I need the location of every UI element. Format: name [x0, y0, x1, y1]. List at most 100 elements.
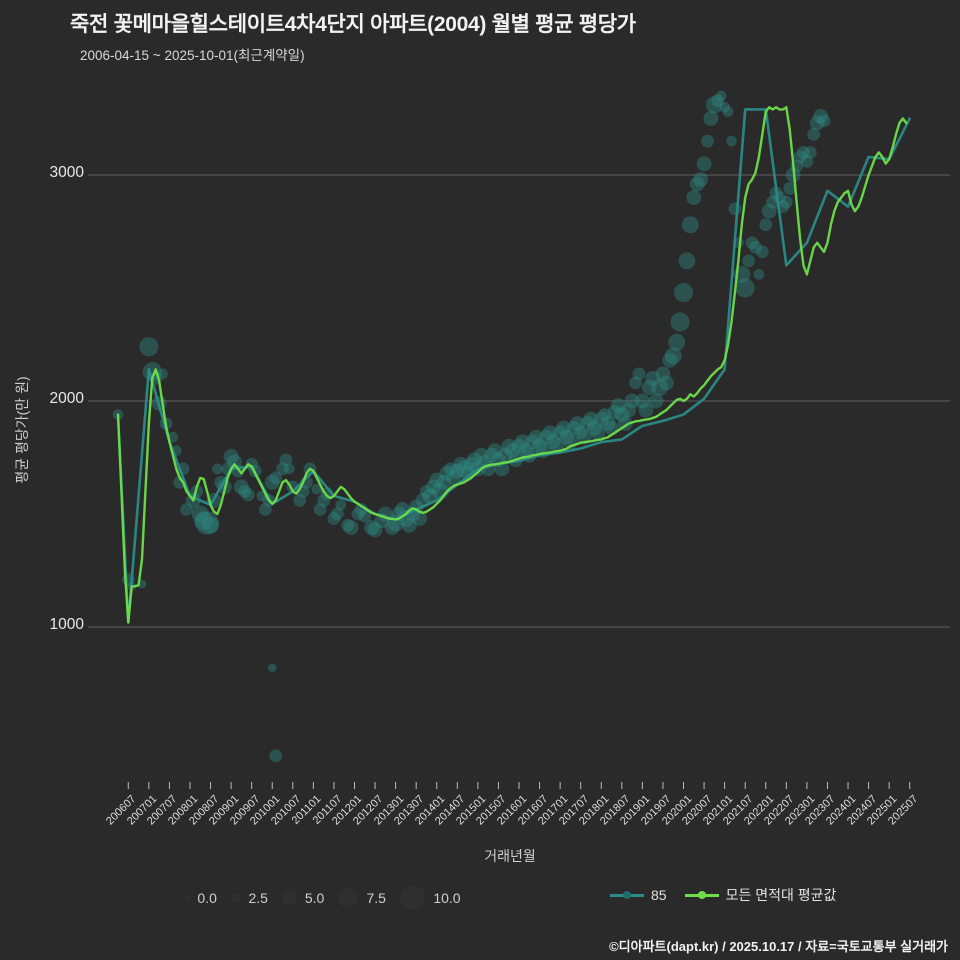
scatter-point	[742, 254, 756, 268]
scatter-point	[195, 511, 219, 535]
scatter-point	[223, 448, 239, 464]
series-line-average	[116, 106, 908, 624]
scatter-point	[258, 503, 272, 516]
scatter-point	[598, 408, 612, 421]
legend-series: 85 모든 면적대 평균값	[610, 885, 854, 905]
scatter-point	[673, 282, 694, 303]
scatter-point	[401, 517, 417, 533]
scatter-point	[634, 393, 650, 409]
scatter-group	[112, 90, 831, 763]
scatter-point	[658, 375, 674, 391]
scatter-point	[364, 520, 380, 536]
scatter-point	[809, 115, 825, 131]
legend-line-swatch	[684, 888, 719, 902]
scatter-point	[600, 416, 616, 432]
legend-series-item[interactable]: 85	[610, 887, 667, 903]
legend-size-dot	[185, 895, 190, 900]
scatter-point	[719, 101, 730, 113]
scatter-point	[574, 426, 588, 440]
chart-legend: 0.0 2.5 5.0 7.5 10.0 85 모든 면적대 평균값	[0, 885, 960, 931]
scatter-point	[668, 333, 686, 351]
scatter-point	[556, 420, 572, 436]
legend-series-item[interactable]: 모든 면적대 평균값	[684, 885, 837, 905]
scatter-point	[453, 456, 469, 472]
scatter-point	[645, 370, 661, 386]
legend-size-item: 5.0	[281, 889, 338, 906]
scatter-point	[610, 398, 626, 413]
scatter-point	[518, 443, 534, 459]
scatter-point	[384, 520, 400, 536]
scatter-point	[761, 203, 777, 219]
scatter-point	[559, 429, 575, 445]
scatter-point	[429, 472, 445, 488]
scatter-point	[139, 337, 159, 357]
scatter-point	[593, 411, 609, 427]
scatter-point	[681, 216, 699, 234]
scatter-point	[180, 503, 193, 516]
scatter-point	[693, 172, 709, 187]
scatter-point	[351, 507, 365, 521]
legend-size-label: 0.0	[197, 889, 217, 906]
legend-size-item: 0.0	[185, 890, 231, 906]
scatter-point	[696, 156, 712, 172]
legend-size-scale: 0.0 2.5 5.0 7.5 10.0	[185, 885, 475, 911]
scatter-point	[514, 434, 530, 450]
scatter-point	[227, 454, 242, 470]
scatter-point	[449, 463, 465, 479]
scatter-point	[511, 438, 527, 454]
y-tick-label: 3000	[49, 164, 84, 181]
scatter-point	[726, 135, 737, 147]
scatter-point	[425, 479, 441, 495]
scatter-point	[501, 438, 517, 454]
scatter-point	[191, 505, 209, 523]
scatter-point	[583, 411, 599, 427]
scatter-point	[284, 463, 295, 475]
scatter-point	[444, 462, 457, 476]
scatter-point	[621, 402, 637, 418]
scatter-point	[412, 511, 428, 526]
scatter-point	[420, 485, 433, 498]
scatter-point	[463, 456, 479, 472]
scatter-point	[638, 402, 654, 418]
scatter-point	[311, 483, 323, 495]
legend-size-label: 10.0	[433, 889, 461, 906]
scatter-point	[614, 407, 630, 423]
legend-size-item: 10.0	[399, 885, 475, 911]
scatter-point	[293, 494, 307, 507]
scatter-point	[202, 516, 220, 534]
scatter-point	[538, 429, 554, 445]
scatter-point	[341, 518, 355, 532]
scatter-point	[367, 522, 383, 538]
scatter-point	[569, 416, 585, 432]
scatter-point	[715, 90, 727, 102]
scatter-point	[238, 485, 252, 498]
scatter-point	[194, 511, 214, 531]
scatter-point	[552, 425, 568, 441]
scatter-point	[783, 182, 797, 195]
scatter-point	[632, 367, 646, 381]
scatter-point	[317, 494, 331, 507]
scatter-point	[800, 155, 814, 168]
scatter-point	[753, 269, 765, 280]
legend-series-label: 모든 면적대 평균값	[725, 887, 837, 903]
scatter-point	[797, 146, 810, 159]
scatter-point	[689, 176, 705, 192]
legend-line-swatch	[610, 888, 644, 902]
scatter-point	[327, 512, 341, 525]
scatter-point	[670, 312, 690, 332]
scatter-point	[749, 240, 762, 254]
footer-credit: ©디아파트(dapt.kr) / 2025.10.17 / 자료=국토교통부 실…	[609, 939, 948, 954]
legend-size-label: 5.0	[304, 889, 325, 906]
scatter-point	[662, 352, 678, 368]
scatter-point	[745, 236, 759, 250]
scatter-point	[580, 416, 595, 432]
scatter-point	[728, 202, 742, 216]
scatter-point	[267, 663, 277, 672]
scatter-point	[586, 420, 602, 436]
legend-size-dot	[230, 892, 241, 903]
scatter-point	[722, 106, 734, 118]
scatter-point	[532, 438, 548, 454]
scatter-point	[473, 447, 489, 463]
scatter-point	[705, 96, 723, 114]
